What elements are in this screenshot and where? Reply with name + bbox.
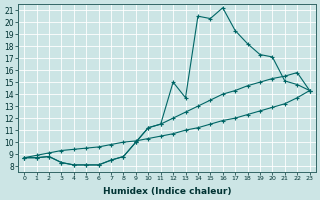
X-axis label: Humidex (Indice chaleur): Humidex (Indice chaleur): [103, 187, 231, 196]
